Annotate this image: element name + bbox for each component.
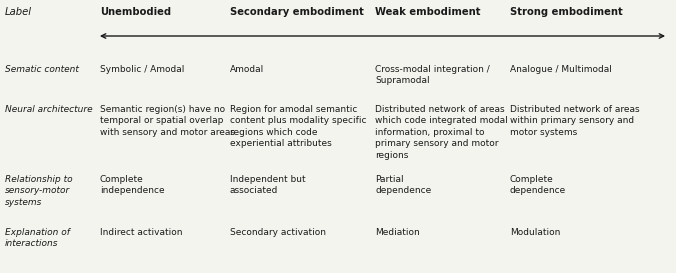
Text: Symbolic / Amodal: Symbolic / Amodal: [100, 65, 185, 74]
Text: Indirect activation: Indirect activation: [100, 228, 183, 237]
Text: Amodal: Amodal: [230, 65, 264, 74]
Text: Cross-modal integration /
Supramodal: Cross-modal integration / Supramodal: [375, 65, 489, 85]
Text: Partial
dependence: Partial dependence: [375, 175, 431, 195]
Text: Semantic region(s) have no
temporal or spatial overlap
with sensory and motor ar: Semantic region(s) have no temporal or s…: [100, 105, 235, 137]
Text: Independent but
associated: Independent but associated: [230, 175, 306, 195]
Text: Unembodied: Unembodied: [100, 7, 171, 17]
Text: Modulation: Modulation: [510, 228, 560, 237]
Text: Strong embodiment: Strong embodiment: [510, 7, 623, 17]
Text: Label: Label: [5, 7, 32, 17]
Text: Explanation of
interactions: Explanation of interactions: [5, 228, 70, 248]
Text: Complete
independence: Complete independence: [100, 175, 165, 195]
Text: Neural architecture: Neural architecture: [5, 105, 93, 114]
Text: Weak embodiment: Weak embodiment: [375, 7, 481, 17]
Text: Region for amodal semantic
content plus modality specific
regions which code
exp: Region for amodal semantic content plus …: [230, 105, 366, 148]
Text: Sematic content: Sematic content: [5, 65, 79, 74]
Text: Distributed network of areas
which code integrated modal
information, proximal t: Distributed network of areas which code …: [375, 105, 508, 160]
Text: Distributed network of areas
within primary sensory and
motor systems: Distributed network of areas within prim…: [510, 105, 639, 137]
Text: Relationship to
sensory-motor
systems: Relationship to sensory-motor systems: [5, 175, 72, 207]
Text: Mediation: Mediation: [375, 228, 420, 237]
Text: Secondary embodiment: Secondary embodiment: [230, 7, 364, 17]
Text: Secondary activation: Secondary activation: [230, 228, 326, 237]
Text: Complete
dependence: Complete dependence: [510, 175, 566, 195]
Text: Analogue / Multimodal: Analogue / Multimodal: [510, 65, 612, 74]
